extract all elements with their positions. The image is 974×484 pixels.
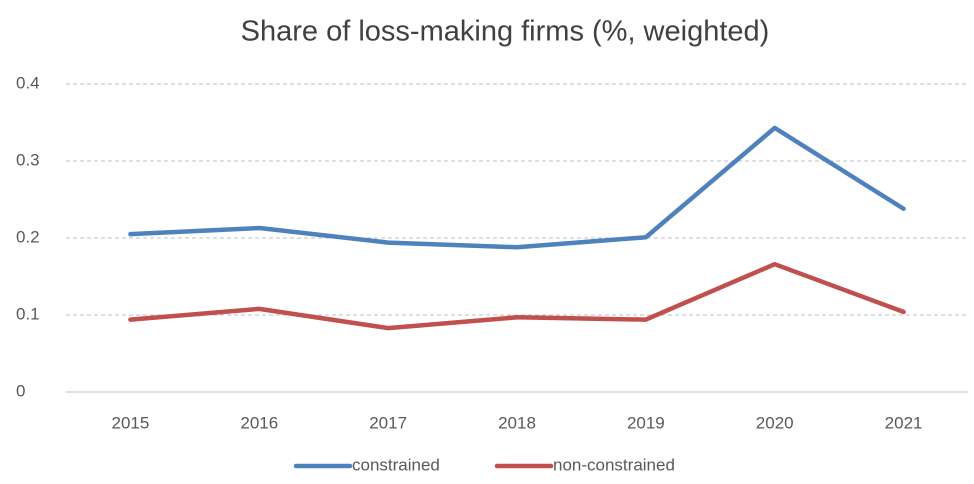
x-tick-label: 2017 xyxy=(369,413,407,432)
x-tick-label: 2016 xyxy=(240,413,278,432)
series-line xyxy=(128,261,906,331)
legend-label: non-constrained xyxy=(553,455,675,474)
y-tick-label: 0.3 xyxy=(16,150,40,169)
x-tick-label: 2021 xyxy=(885,413,923,432)
x-tick-label: 2019 xyxy=(627,413,665,432)
chart-title: Share of loss-making firms (%, weighted) xyxy=(241,16,770,48)
x-tick-label: 2018 xyxy=(498,413,536,432)
x-tick-label: 2015 xyxy=(112,413,150,432)
y-tick-label: 0 xyxy=(16,381,25,400)
series-line xyxy=(128,125,906,250)
y-tick-label: 0.2 xyxy=(16,227,40,246)
legend-label: constrained xyxy=(352,455,440,474)
x-tick-label: 2020 xyxy=(756,413,794,432)
y-tick-label: 0.4 xyxy=(16,73,40,92)
y-tick-label: 0.1 xyxy=(16,304,40,323)
